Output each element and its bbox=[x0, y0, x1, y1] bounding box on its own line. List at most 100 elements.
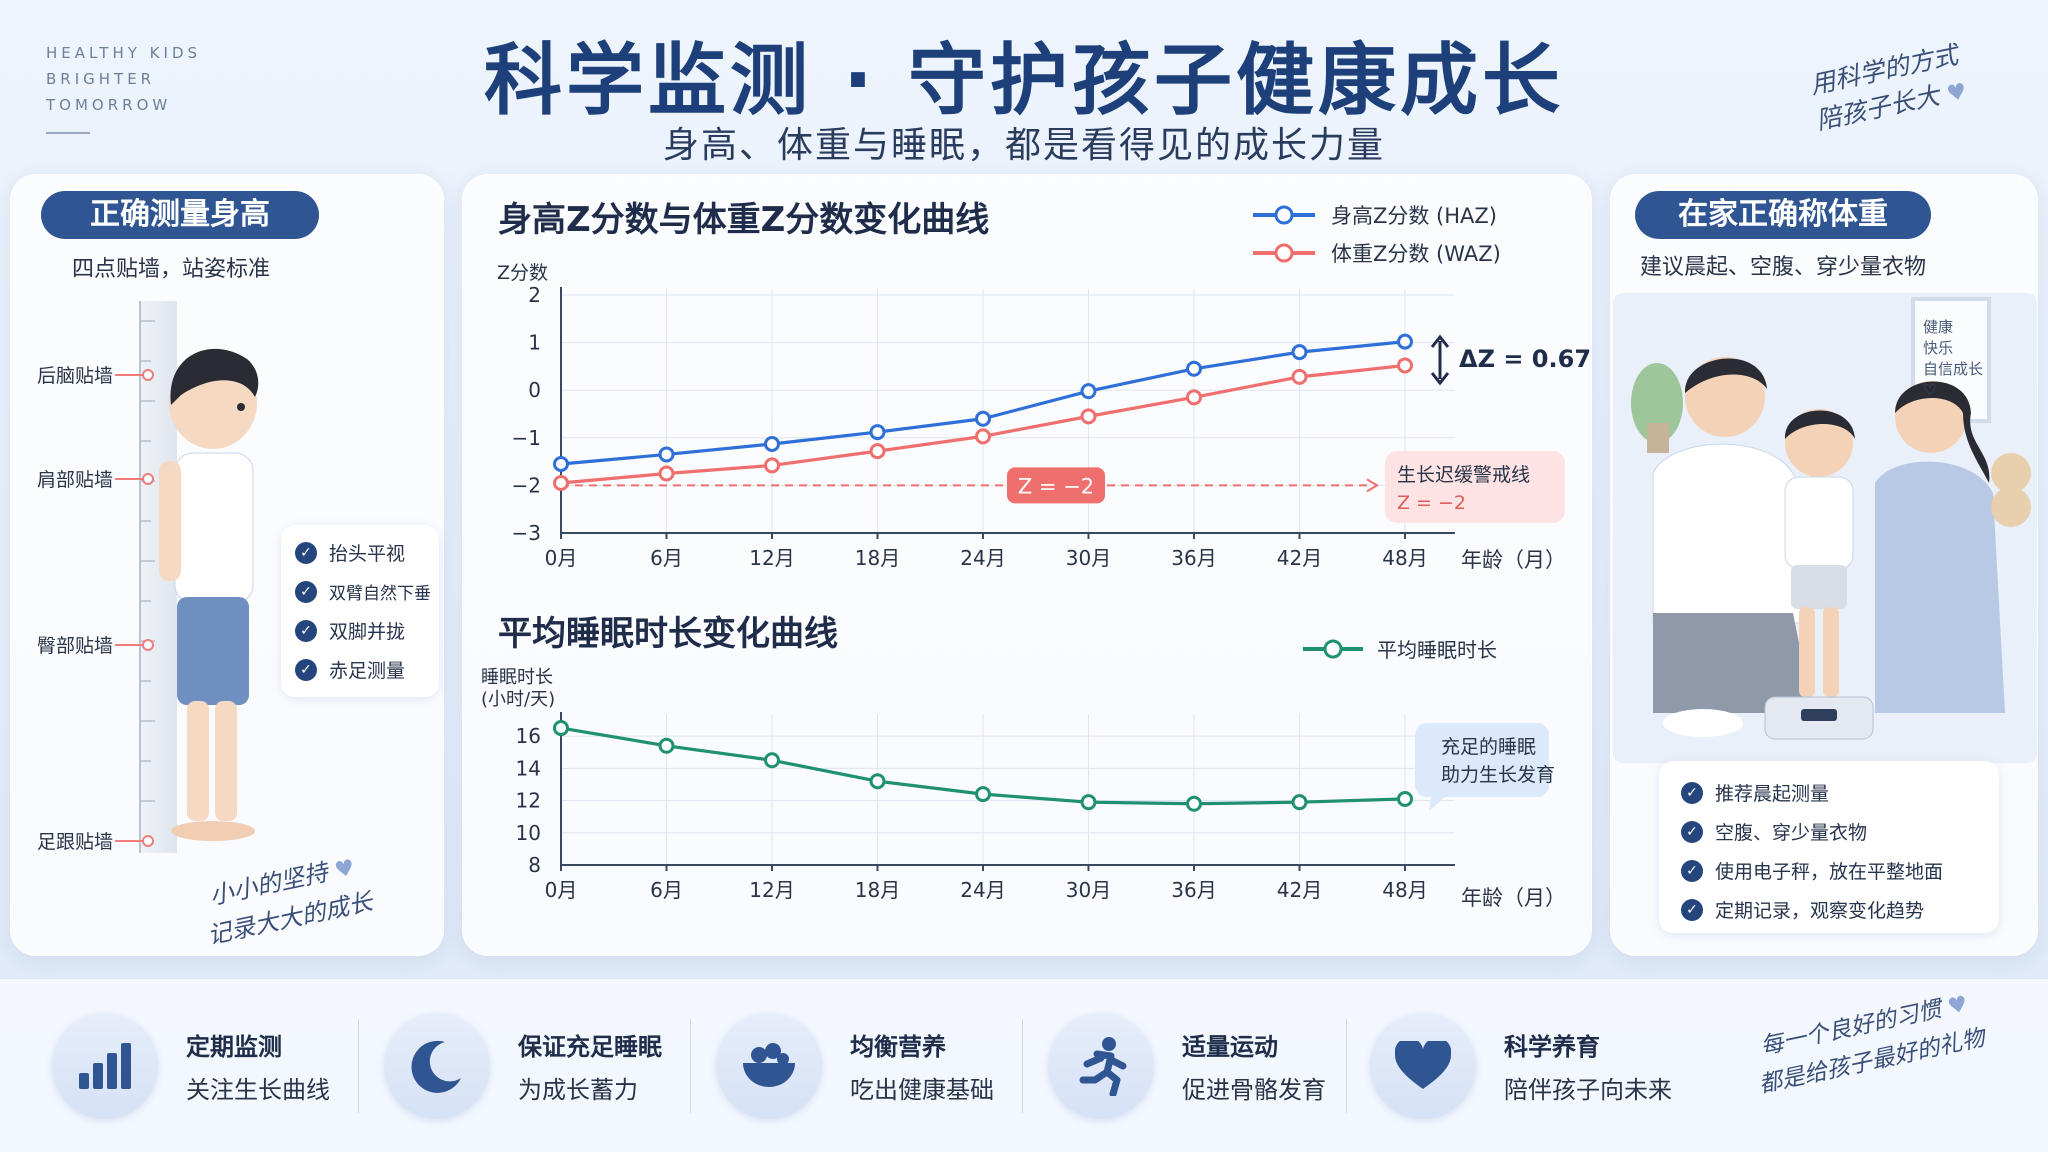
checklist-text: 双脚并拢 bbox=[329, 621, 406, 643]
data-point bbox=[764, 457, 780, 474]
data-point bbox=[764, 435, 780, 452]
data-point bbox=[553, 455, 569, 472]
x-tick-label: 36月 bbox=[1171, 878, 1216, 902]
left-panel-quote: 小小的坚持 ♥ 记录大大的成长 bbox=[166, 840, 406, 960]
check-icon: ✓ bbox=[1681, 820, 1703, 843]
tip-subtitle: 吃出健康基础 bbox=[850, 1076, 994, 1104]
checklist-text: 赤足测量 bbox=[329, 660, 406, 682]
wall-label-head: 后脑贴墙 bbox=[37, 365, 114, 387]
sleep-chart-xlabel: 年龄（月） bbox=[1461, 886, 1566, 910]
checklist-item: ✓ 使用电子秤，放在平整地面 bbox=[1681, 851, 1999, 890]
x-tick-label: 18月 bbox=[855, 878, 900, 902]
heart-icon bbox=[1370, 1013, 1476, 1119]
data-point bbox=[1397, 357, 1413, 374]
food-bowl-icon bbox=[716, 1013, 822, 1119]
x-tick-label: 12月 bbox=[749, 878, 794, 902]
y-tick-label: 10 bbox=[516, 821, 541, 845]
z-chart-legend: 身高Z分数 (HAZ) 体重Z分数 (WAZ) bbox=[1253, 204, 1501, 266]
y-tick-label: −2 bbox=[512, 473, 541, 497]
x-tick-label: 36月 bbox=[1171, 546, 1216, 570]
data-point bbox=[658, 465, 675, 482]
frame-line: 快乐 bbox=[1923, 339, 1954, 357]
x-tick-label: 42月 bbox=[1277, 878, 1322, 902]
divider bbox=[690, 1019, 691, 1113]
heart-icon: ♥ bbox=[1944, 78, 1970, 108]
checklist-text: 双臂自然下垂 bbox=[329, 584, 431, 604]
brand-line: HEALTHY KIDS bbox=[46, 44, 202, 62]
tip-title: 适量运动 bbox=[1182, 1033, 1278, 1061]
legend-haz-label: 身高Z分数 (HAZ) bbox=[1331, 204, 1497, 228]
panel-title: 正确测量身高 bbox=[41, 191, 319, 239]
tip-title: 定期监测 bbox=[186, 1033, 282, 1061]
check-icon: ✓ bbox=[295, 619, 317, 642]
running-icon bbox=[1048, 1013, 1154, 1119]
data-point bbox=[1186, 795, 1202, 812]
y-tick-label: −1 bbox=[512, 426, 541, 450]
sleep-callout-line1: 充足的睡眠 bbox=[1441, 736, 1536, 758]
checklist-item: ✓ 空腹、穿少量衣物 bbox=[1681, 812, 1999, 851]
threshold-note-line2: Z = −2 bbox=[1397, 492, 1466, 514]
x-tick-label: 48月 bbox=[1382, 546, 1427, 570]
data-point bbox=[1291, 794, 1308, 811]
check-icon: ✓ bbox=[1681, 781, 1703, 804]
x-tick-label: 24月 bbox=[960, 878, 1005, 902]
data-point bbox=[869, 773, 886, 790]
data-point bbox=[1186, 389, 1202, 406]
checklist-item: ✓ 双臂自然下垂 bbox=[295, 572, 439, 611]
x-tick-label: 18月 bbox=[855, 546, 900, 570]
check-icon: ✓ bbox=[1681, 859, 1703, 882]
data-point bbox=[975, 410, 991, 427]
y-tick-label: 12 bbox=[516, 789, 541, 813]
y-tick-label: −3 bbox=[512, 521, 541, 545]
check-icon: ✓ bbox=[295, 658, 317, 681]
legend-waz-label: 体重Z分数 (WAZ) bbox=[1331, 242, 1501, 266]
bottom-tips-bar: 定期监测 关注生长曲线 保证充足睡眠 为成长蓄力 均衡营养 吃出健康基础 适量运动 促进… bbox=[0, 978, 2048, 1152]
height-measure-panel: 正确测量身高 四点贴墙，站姿标准 后脑贴墙 肩部贴墙 臀部贴墙 足跟贴墙 bbox=[10, 174, 444, 956]
check-icon: ✓ bbox=[1681, 898, 1703, 921]
checklist-item: ✓ 赤足测量 bbox=[295, 650, 439, 689]
x-tick-label: 6月 bbox=[650, 878, 683, 902]
tip-title: 保证充足睡眠 bbox=[518, 1033, 662, 1061]
data-point bbox=[1080, 794, 1097, 811]
checklist-text: 抬头平视 bbox=[329, 543, 406, 565]
frame-line: 健康 bbox=[1923, 318, 1954, 336]
sleep-chart-ylabel-line2: (小时/天) bbox=[481, 689, 555, 710]
y-tick-label: 1 bbox=[528, 331, 541, 355]
bottom-quote: 每一个良好的习惯 ♥ 都是给孩子最好的礼物 bbox=[1714, 977, 2023, 1111]
z-chart-xlabel: 年龄（月） bbox=[1461, 548, 1566, 572]
tip-subtitle: 为成长蓄力 bbox=[518, 1076, 638, 1104]
tip-title: 科学养育 bbox=[1504, 1033, 1600, 1061]
tip-subtitle: 陪伴孩子向未来 bbox=[1504, 1076, 1672, 1104]
tip-exercise: 适量运动促进骨骼发育 bbox=[1048, 979, 1326, 1152]
panel-caption: 建议晨起、空腹、穿少量衣物 bbox=[1639, 255, 1926, 280]
checklist-text: 定期记录，观察变化趋势 bbox=[1715, 900, 1925, 922]
data-point bbox=[764, 752, 780, 769]
tip-subtitle: 促进骨骼发育 bbox=[1182, 1076, 1326, 1104]
checklist-item: ✓ 抬头平视 bbox=[295, 533, 439, 572]
x-tick-label: 12月 bbox=[749, 546, 794, 570]
tip-parenting: 科学养育陪伴孩子向未来 bbox=[1370, 979, 1672, 1152]
x-tick-label: 24月 bbox=[960, 546, 1005, 570]
z-chart-ylabel: Z分数 bbox=[497, 262, 548, 284]
threshold-note: 生长迟缓警戒线 Z = −2 bbox=[1385, 451, 1565, 523]
checklist-text: 空腹、穿少量衣物 bbox=[1715, 822, 1868, 844]
posture-checklist: ✓ 抬头平视 ✓ 双臂自然下垂 ✓ 双脚并拢 ✓ 赤足测量 bbox=[281, 525, 439, 697]
sleep-chart-legend: 平均睡眠时长 bbox=[1303, 638, 1497, 662]
data-point bbox=[1080, 408, 1097, 425]
checklist-item: ✓ 推荐晨起测量 bbox=[1681, 773, 1999, 812]
weight-measure-panel: 在家正确称体重 建议晨起、空腹、穿少量衣物 健康 快乐 自信成长 ♡ ✓ 推荐晨起… bbox=[1610, 174, 2038, 956]
x-tick-label: 0月 bbox=[545, 546, 578, 570]
sleep-chart-title: 平均睡眠时长变化曲线 bbox=[498, 614, 838, 654]
child-standing-illustration bbox=[159, 348, 259, 841]
tip-sleep: 保证充足睡眠 为成长蓄力 bbox=[384, 979, 662, 1152]
moon-icon bbox=[384, 1013, 490, 1119]
weighing-checklist: ✓ 推荐晨起测量 ✓ 空腹、穿少量衣物 ✓ 使用电子秤，放在平整地面 ✓ 定期记录，观察… bbox=[1659, 761, 1999, 933]
panel-title: 在家正确称体重 bbox=[1635, 191, 1931, 239]
check-icon: ✓ bbox=[295, 580, 317, 603]
bar-chart-icon bbox=[52, 1013, 158, 1119]
data-point bbox=[869, 424, 886, 441]
delta-annotation: ΔZ = 0.67 bbox=[1430, 334, 1591, 386]
data-point bbox=[975, 786, 991, 803]
brand-divider bbox=[46, 132, 90, 134]
x-tick-label: 0月 bbox=[545, 878, 578, 902]
